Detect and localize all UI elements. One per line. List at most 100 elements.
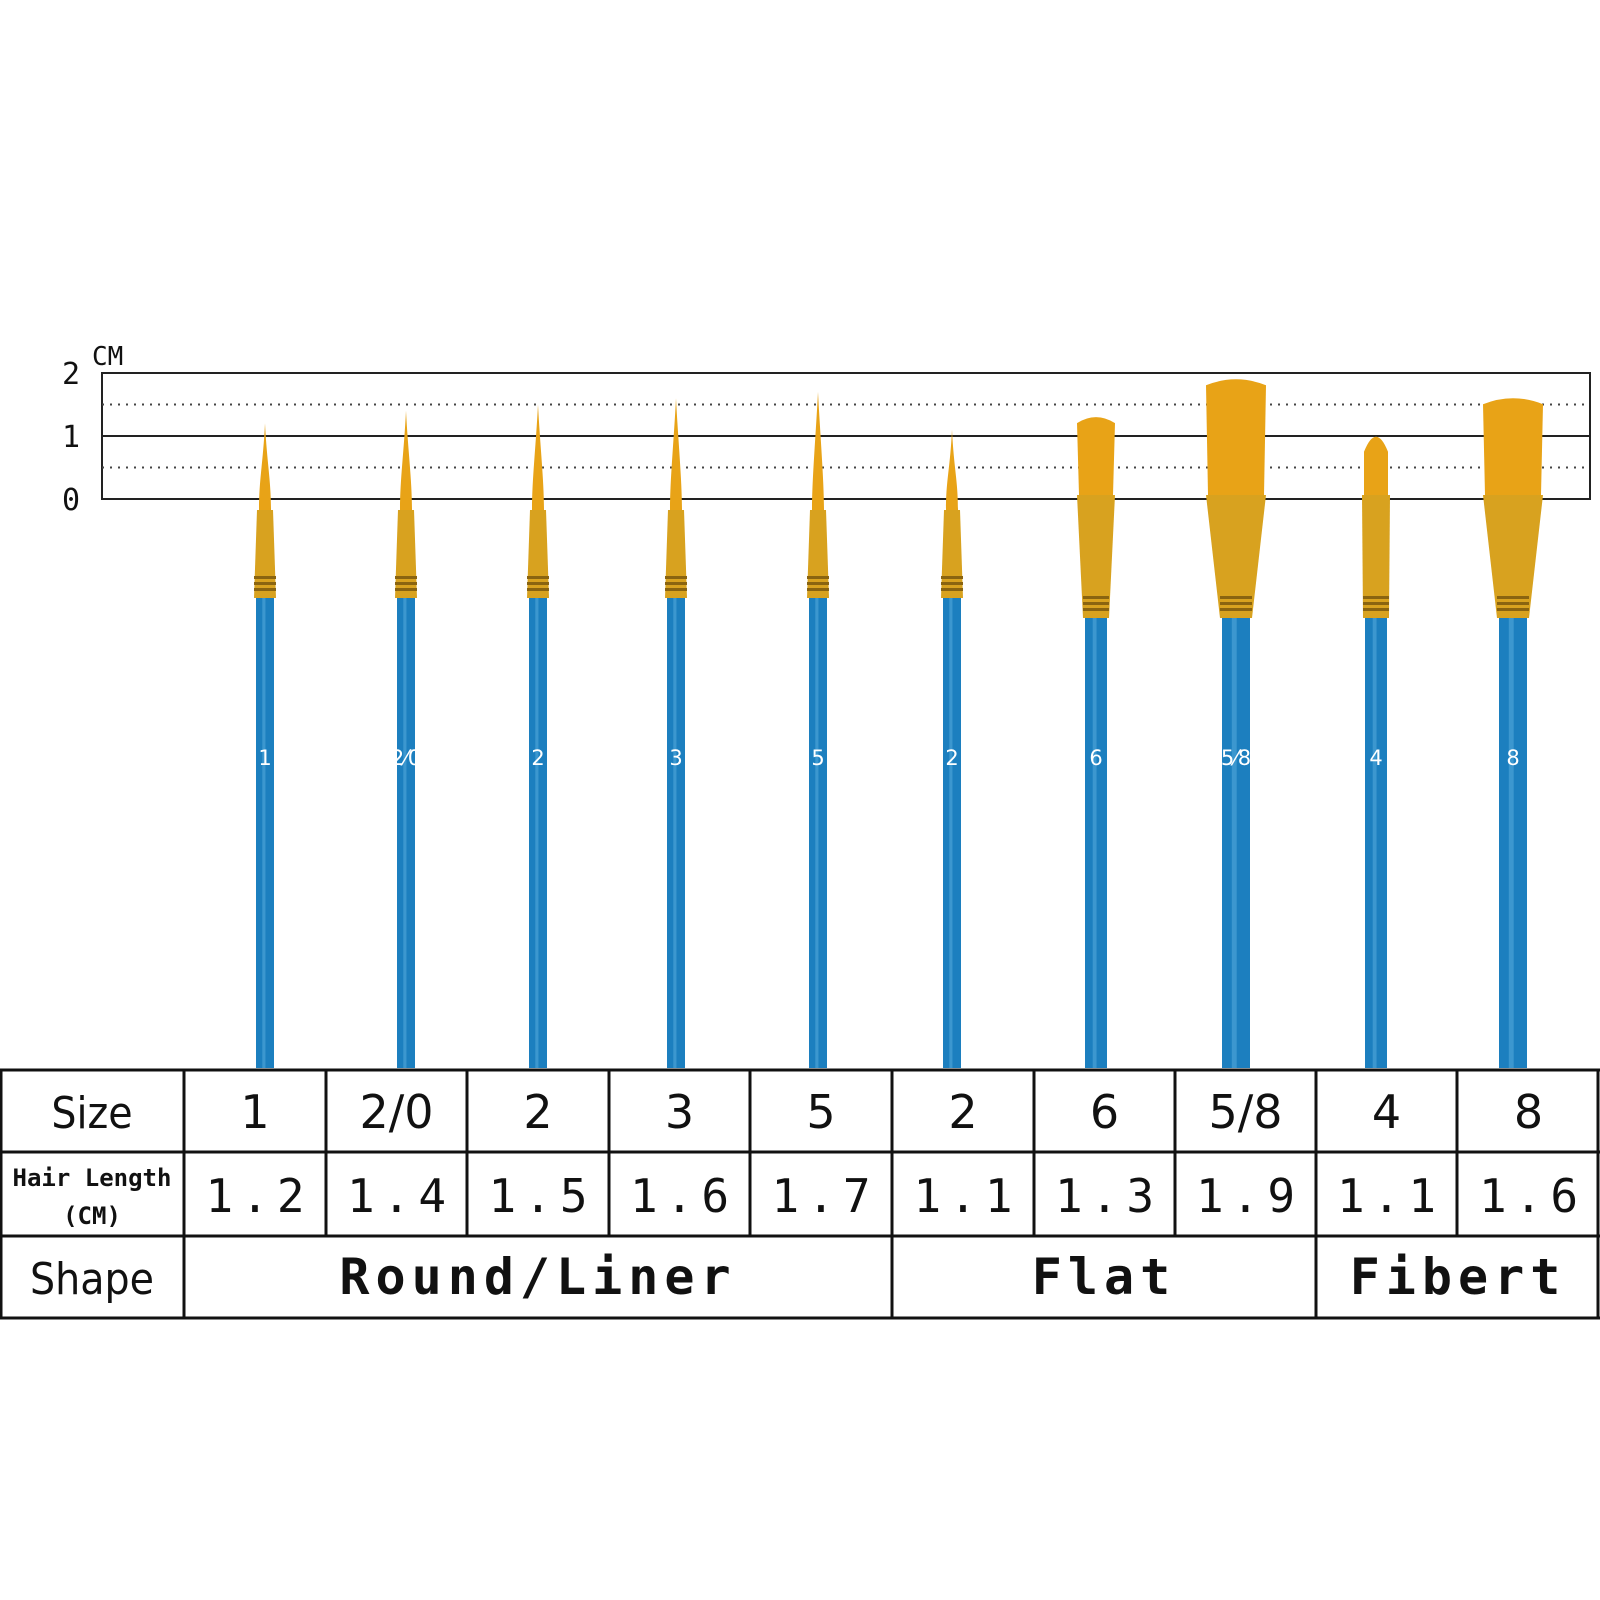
brush-bristles: [1206, 379, 1266, 495]
size-cell: 5/8: [1208, 1085, 1282, 1139]
handle-highlight: [535, 598, 539, 1068]
hair-length-cell: 1.1: [913, 1169, 1020, 1223]
brush-6: 2: [941, 429, 963, 1068]
ferrule-ring: [1363, 608, 1389, 611]
brush-bristles: [1364, 436, 1388, 495]
ferrule-ring: [527, 588, 549, 591]
ruler-unit-label: CM: [92, 342, 123, 372]
brush-spec-table: Size Hair Length (CM) Shape 1 1.2 2/0 1.4 2 1.5 3 1…: [0, 1068, 1600, 1320]
brush-bristles: [1483, 398, 1543, 495]
handle-size-label: 1: [258, 746, 271, 770]
brush-9: 4: [1362, 436, 1390, 1068]
size-cell: 2: [948, 1085, 977, 1139]
size-cell: 1: [240, 1085, 269, 1139]
ferrule-ring: [527, 576, 549, 579]
ferrule-ring: [1363, 602, 1389, 605]
hair-length-cell: 1.4: [347, 1169, 454, 1223]
hair-length-cell: 1.2: [205, 1169, 312, 1223]
hair-length-cell: 1.6: [630, 1169, 737, 1223]
brush-bristles: [812, 391, 824, 510]
hair-length-cell: 1.7: [771, 1169, 878, 1223]
hair-length-cell: 1.3: [1055, 1169, 1162, 1223]
brush-ferrule: [1077, 495, 1115, 618]
ferrule-ring: [395, 576, 417, 579]
handle-highlight: [1508, 618, 1514, 1068]
brush-bristles: [532, 404, 544, 510]
handle-size-label: 5⁄8: [1221, 746, 1251, 770]
ruler-tick-label: 0: [62, 483, 80, 518]
ferrule-ring: [1497, 596, 1529, 599]
ferrule-ring: [254, 576, 276, 579]
ferrule-ring: [665, 582, 687, 585]
handle-highlight: [403, 598, 407, 1068]
brush-ferrule: [1206, 495, 1266, 618]
handle-highlight: [949, 598, 953, 1068]
ferrule-ring: [807, 588, 829, 591]
handle-highlight: [262, 598, 266, 1068]
ferrule-ring: [941, 576, 963, 579]
brush-8: 5⁄8: [1206, 379, 1266, 1068]
handle-highlight: [1372, 618, 1377, 1068]
handle-size-label: 2: [945, 746, 958, 770]
ferrule-ring: [254, 588, 276, 591]
ferrule-ring: [807, 582, 829, 585]
brush-bristles: [400, 410, 412, 510]
size-cell: 6: [1090, 1085, 1119, 1139]
ferrule-ring: [527, 582, 549, 585]
handle-size-label: 2: [531, 746, 544, 770]
ruler-tick-label: 1: [62, 420, 80, 455]
ferrule-ring: [1220, 602, 1252, 605]
size-cell: 8: [1514, 1085, 1543, 1139]
brush-1: 1: [254, 423, 276, 1068]
ferrule-ring: [665, 576, 687, 579]
size-cell: 3: [665, 1085, 694, 1139]
ferrule-ring: [1083, 596, 1109, 599]
ferrule-ring: [1497, 608, 1529, 611]
length-ruler: 2 1 0 CM: [62, 342, 1591, 518]
brush-bristles: [670, 398, 682, 510]
handle-highlight: [1092, 618, 1097, 1068]
size-cell: 2: [523, 1085, 552, 1139]
ferrule-ring: [1220, 596, 1252, 599]
size-cell: 4: [1372, 1085, 1401, 1139]
hair-length-cell: 1.5: [488, 1169, 595, 1223]
brush-5: 5: [807, 391, 829, 1068]
size-cell: 2/0: [359, 1085, 433, 1139]
hair-length-cell: 1.1: [1337, 1169, 1444, 1223]
brush-bristles: [259, 423, 271, 510]
hair-length-unit: (CM): [63, 1202, 121, 1230]
handle-size-label: 4: [1369, 746, 1382, 770]
handle-size-label: 2⁄0: [391, 746, 421, 770]
ferrule-ring: [807, 576, 829, 579]
brush-bristles: [946, 429, 958, 510]
shape-header: Shape: [30, 1254, 154, 1305]
ferrule-ring: [1220, 608, 1252, 611]
handle-highlight: [1231, 618, 1237, 1068]
brush-3: 2: [527, 404, 549, 1068]
shape-group-label: Flat: [1032, 1248, 1176, 1306]
handle-size-label: 3: [669, 746, 682, 770]
hair-length-cell: 1.9: [1196, 1169, 1303, 1223]
brush-10: 8: [1483, 398, 1543, 1068]
ferrule-ring: [395, 588, 417, 591]
shape-group-label: Round/Liner: [339, 1248, 736, 1306]
ferrule-ring: [254, 582, 276, 585]
brush-4: 3: [665, 398, 687, 1068]
brush-ferrule: [1362, 495, 1390, 618]
shape-group-label: Fibert: [1350, 1248, 1567, 1306]
ferrule-ring: [941, 588, 963, 591]
size-header: Size: [51, 1088, 132, 1139]
handle-highlight: [815, 598, 819, 1068]
brush-ferrule: [1483, 495, 1543, 618]
brush-set: 1 2⁄0 2 3 5 2 6 5⁄8 4 8: [254, 379, 1543, 1068]
ruler-tick-label: 2: [62, 357, 80, 392]
ferrule-ring: [1083, 602, 1109, 605]
ferrule-ring: [665, 588, 687, 591]
ferrule-ring: [1083, 608, 1109, 611]
hair-length-cell: 1.6: [1479, 1169, 1586, 1223]
brush-2: 2⁄0: [391, 410, 421, 1068]
ferrule-ring: [395, 582, 417, 585]
ferrule-ring: [941, 582, 963, 585]
handle-size-label: 5: [811, 746, 824, 770]
